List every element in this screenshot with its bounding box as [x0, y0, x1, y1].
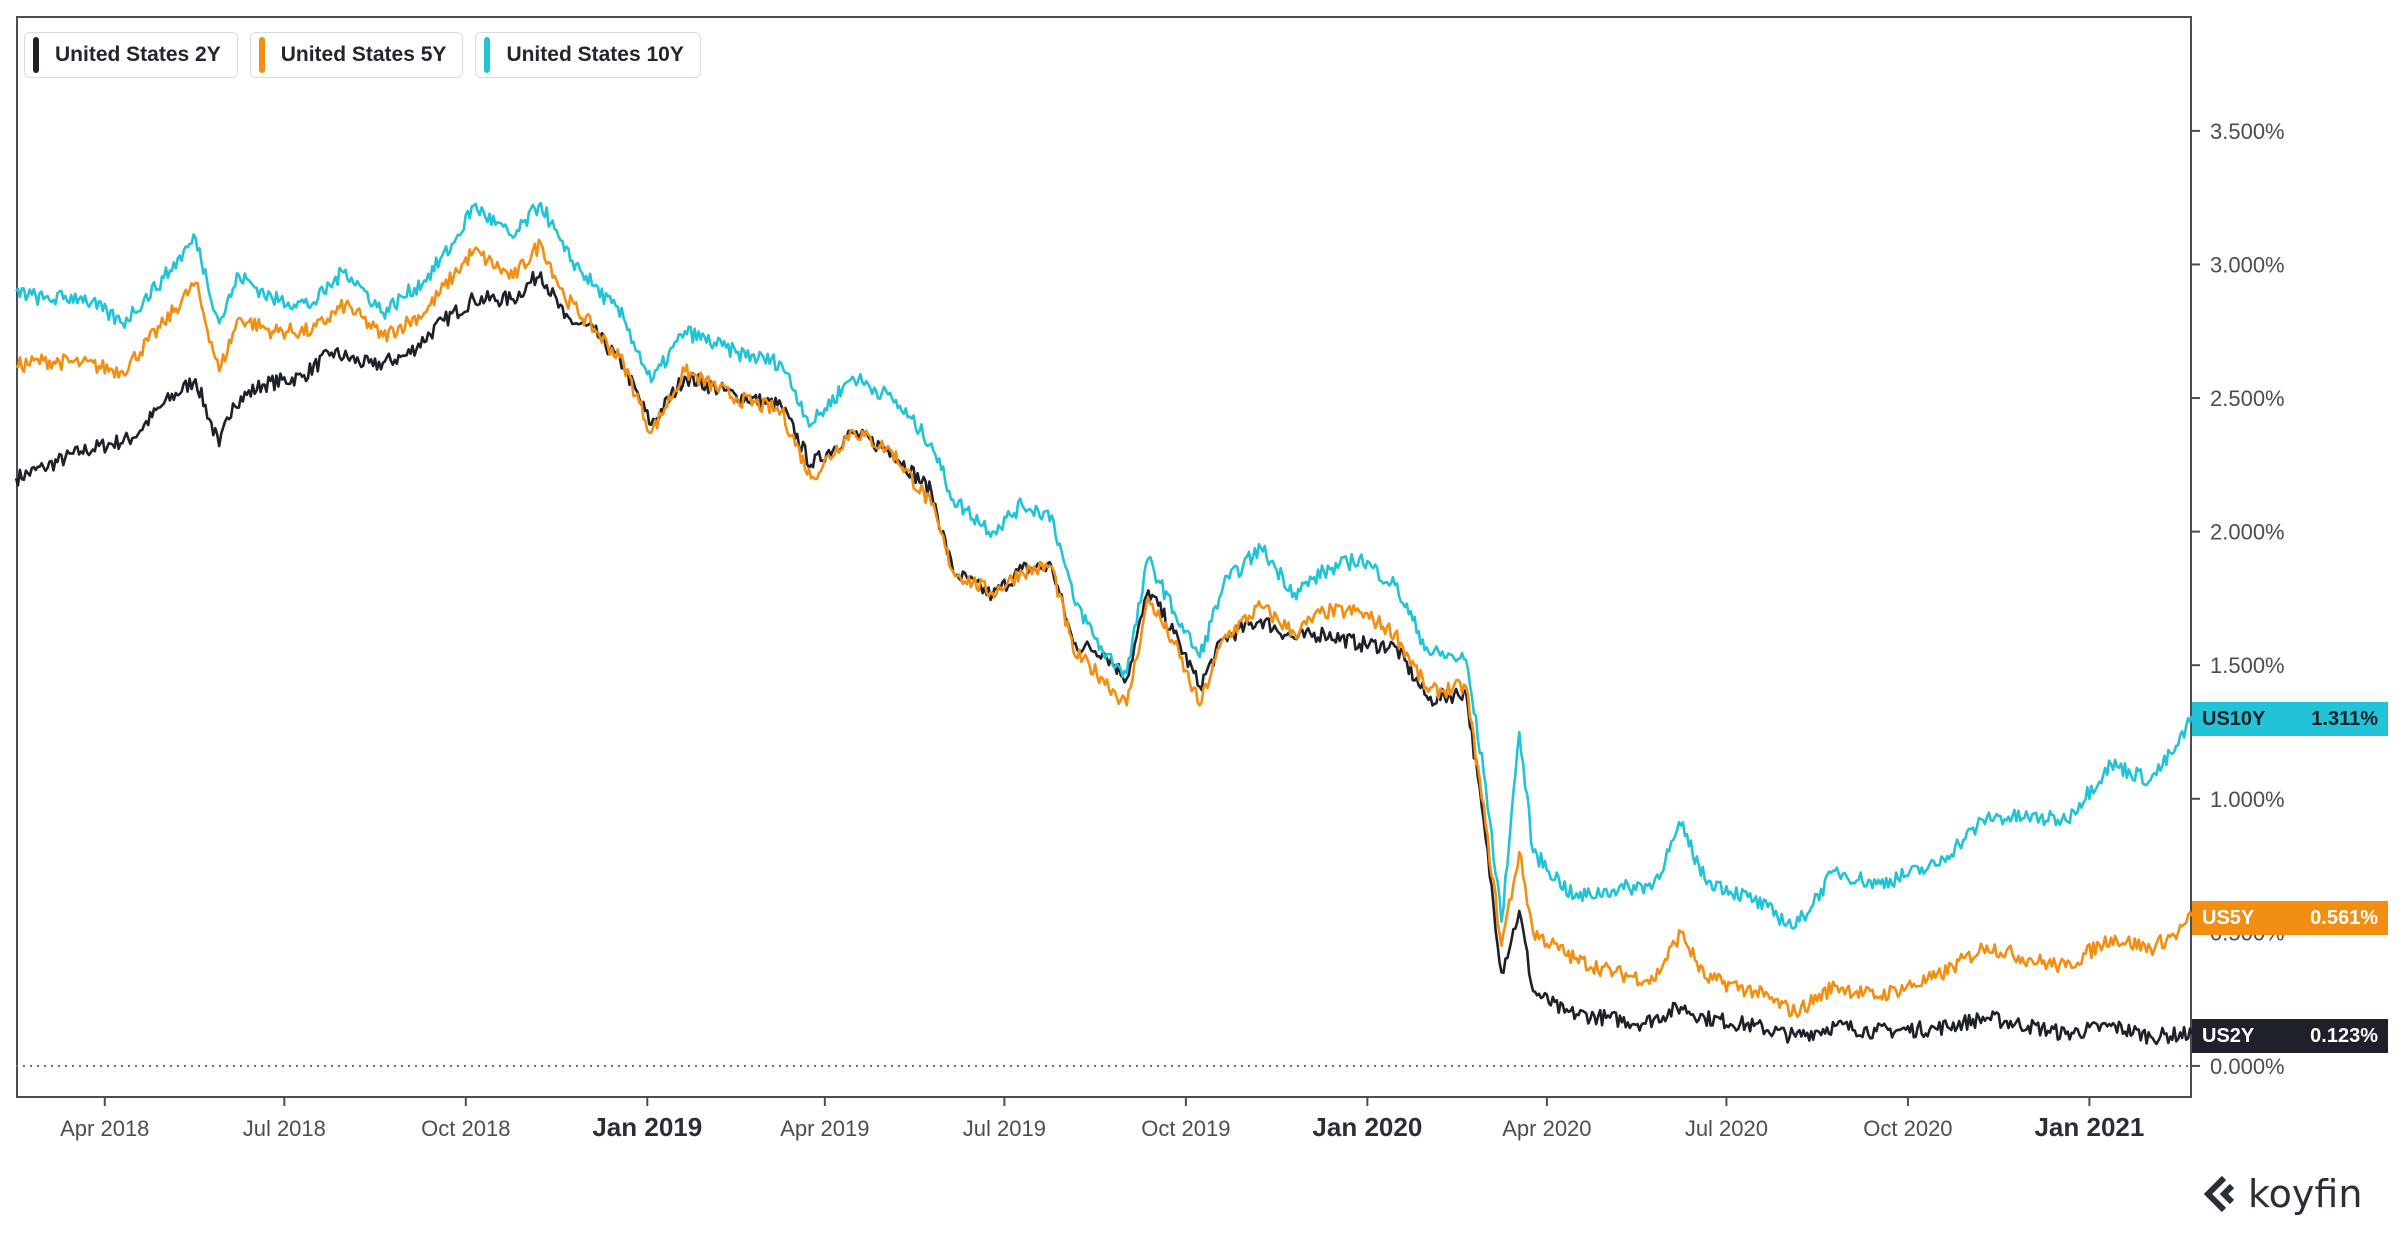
x-tick-label: Oct 2019 [1141, 1116, 1230, 1141]
x-tick-label: Apr 2020 [1502, 1116, 1591, 1141]
legend-swatch-us5y [258, 37, 265, 73]
badge-us2y-value: 0.123% [2310, 1024, 2378, 1047]
x-tick-label: Jan 2021 [2034, 1112, 2144, 1142]
x-tick-label: Jul 2020 [1685, 1116, 1768, 1141]
x-tick-label: Jan 2020 [1312, 1112, 1422, 1142]
series-line-us10y [14, 201, 2194, 930]
badge-us2y: US2Y 0.123% [2192, 1019, 2388, 1053]
x-tick-label: Jul 2019 [963, 1116, 1046, 1141]
x-tick-label: Apr 2019 [780, 1116, 869, 1141]
x-tick-label: Apr 2018 [60, 1116, 149, 1141]
badge-us5y: US5Y 0.561% [2192, 901, 2388, 935]
legend: United States 2Y United States 5Y United… [24, 32, 701, 78]
series-line-us5y [15, 238, 2194, 1019]
legend-label-us5y: United States 5Y [280, 43, 447, 66]
legend-item-us2y[interactable]: United States 2Y [24, 32, 238, 78]
y-tick-label: 1.500% [2210, 653, 2285, 678]
y-tick-label: 0.000% [2210, 1054, 2285, 1079]
chart-frame [16, 16, 2192, 1098]
badge-us5y-value: 0.561% [2310, 906, 2378, 929]
koyfin-logo-text: koyfin [2248, 1172, 2363, 1216]
x-tick-label: Oct 2018 [421, 1116, 510, 1141]
legend-label-us10y: United States 10Y [506, 43, 684, 66]
y-tick-label: 1.000% [2210, 787, 2285, 812]
y-tick-label: 3.500% [2210, 119, 2285, 144]
legend-label-us2y: United States 2Y [55, 43, 221, 66]
y-tick-label: 2.500% [2210, 386, 2285, 411]
badge-us5y-ticker: US5Y [2202, 906, 2255, 929]
y-tick-label: 2.000% [2210, 520, 2285, 545]
x-tick-label: Jul 2018 [243, 1116, 326, 1141]
badge-us2y-ticker: US2Y [2202, 1024, 2255, 1047]
legend-swatch-us10y [484, 37, 491, 73]
badge-us10y-ticker: US10Y [2202, 707, 2266, 730]
x-tick-label: Oct 2020 [1863, 1116, 1952, 1141]
koyfin-logo: koyfin [2202, 1172, 2362, 1216]
legend-item-us5y[interactable]: United States 5Y [249, 32, 464, 78]
x-tick-label: Jan 2019 [592, 1112, 702, 1142]
badge-us10y-value: 1.311% [2311, 707, 2378, 730]
koyfin-logo-icon [2203, 1175, 2235, 1213]
legend-item-us10y[interactable]: United States 10Y [475, 32, 701, 78]
badge-us10y: US10Y 1.311% [2192, 702, 2388, 736]
legend-swatch-us2y [33, 37, 39, 73]
y-tick-label: 3.000% [2210, 252, 2285, 277]
